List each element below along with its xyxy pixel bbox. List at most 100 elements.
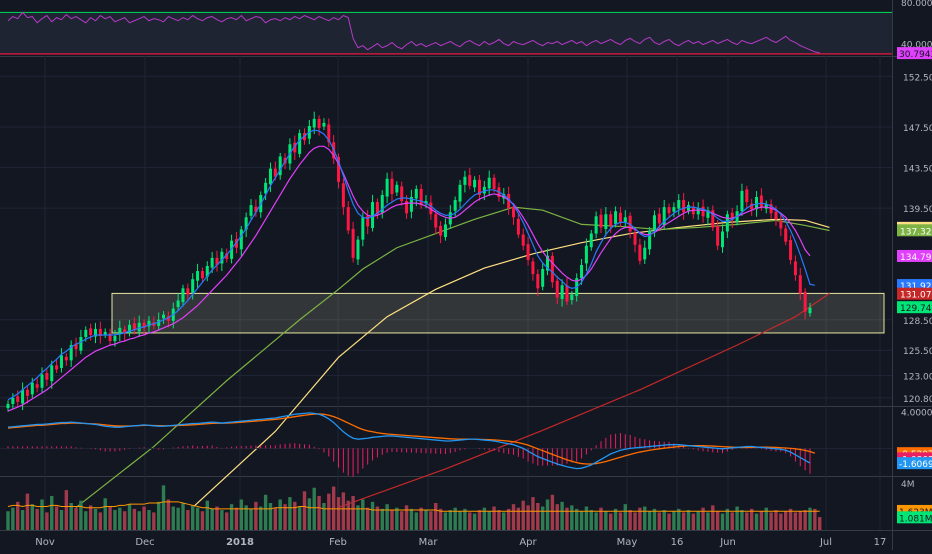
volume-bar: [609, 513, 613, 530]
candle-up: [356, 239, 360, 260]
volume-bar: [11, 507, 15, 530]
volume-bar: [511, 504, 516, 530]
candle-down: [507, 193, 511, 209]
candle-down: [366, 215, 370, 227]
candle-up: [648, 230, 652, 250]
candle-up: [103, 331, 107, 335]
volume-bar: [594, 512, 598, 530]
candle-down: [803, 291, 807, 312]
volume-bar: [618, 512, 623, 530]
candle-down: [45, 373, 49, 380]
time-axis-label: Dec: [135, 537, 154, 548]
candle-down: [419, 188, 423, 206]
candle-down: [789, 240, 793, 260]
candle-down: [166, 316, 170, 321]
volume-bar: [477, 510, 482, 530]
candle-down: [25, 389, 29, 396]
candle-down: [628, 215, 632, 232]
candle-up: [312, 118, 316, 128]
candle-up: [157, 319, 161, 326]
volume-bar: [103, 498, 107, 530]
candle-up: [721, 231, 725, 248]
ma-200-line: [338, 292, 830, 509]
candle-down: [511, 206, 516, 218]
candle-down: [346, 207, 350, 231]
candle-up: [458, 184, 462, 202]
candle-up: [580, 264, 584, 279]
volume-bar: [589, 510, 593, 530]
volume-bar: [521, 500, 525, 530]
volume-bar: [137, 511, 141, 530]
candle-up: [643, 247, 647, 260]
volume-bar: [711, 505, 715, 530]
candle-down: [633, 233, 637, 245]
candle-down: [35, 384, 39, 388]
volume-bar: [74, 507, 78, 530]
candle-down: [618, 212, 622, 223]
volume-bar: [288, 497, 292, 530]
volume-bar: [706, 512, 710, 530]
volume-bar: [633, 512, 637, 530]
volume-bar: [720, 513, 725, 530]
volume-bar: [652, 508, 657, 530]
volume-bar: [788, 508, 793, 530]
candle-up: [322, 122, 326, 127]
candle-up: [677, 200, 681, 209]
candle-up: [69, 345, 73, 361]
volume-bar: [409, 508, 414, 530]
macd-panel: 4.0000-0.5207-1.0863-1.6069: [0, 409, 932, 477]
volume-bar: [176, 507, 180, 530]
volume-axis-label: 4M: [901, 480, 915, 490]
volume-bar: [156, 501, 161, 530]
candle-down: [337, 156, 341, 182]
volume-bar: [268, 503, 273, 530]
volume-bar: [536, 503, 540, 530]
volume-bar: [438, 508, 443, 530]
candle-down: [565, 285, 569, 302]
candle-up: [147, 320, 151, 327]
volume-bar: [229, 504, 234, 530]
candle-up: [205, 266, 209, 277]
volume-bar: [502, 512, 506, 530]
volume-bar: [35, 508, 39, 530]
candle-down: [555, 280, 559, 298]
volume-bar: [283, 504, 287, 530]
volume-bar: [181, 503, 185, 530]
volume-bar: [545, 499, 550, 530]
volume-bar: [64, 490, 69, 530]
volume-bar: [424, 510, 428, 530]
price-value-badge: [897, 287, 932, 300]
volume-bar: [429, 511, 433, 530]
volume-bar: [414, 512, 418, 530]
candle-up: [395, 184, 399, 193]
volume-bar: [312, 487, 316, 530]
candle-down: [492, 177, 496, 189]
volume-bar: [380, 508, 384, 530]
time-axis-label: 16: [671, 537, 684, 548]
price-axis-label: 143.50: [903, 165, 932, 175]
volume-bar: [132, 508, 137, 530]
candle-up: [371, 202, 375, 228]
volume-bar: [749, 508, 754, 530]
volume-bar: [759, 511, 764, 530]
candle-up: [463, 176, 467, 185]
candle-up: [764, 204, 768, 209]
candle-up: [487, 177, 491, 189]
macd-axis-label: 4.0000: [901, 409, 932, 419]
candle-down: [375, 202, 379, 215]
support-zone: [111, 292, 885, 334]
candle-down: [745, 189, 749, 203]
rsi-line: [7, 11, 820, 54]
volume-bar: [463, 508, 467, 530]
volume-bar: [356, 505, 360, 530]
volume-bar: [20, 510, 25, 530]
volume-bar: [225, 512, 229, 530]
candle-up: [239, 229, 243, 250]
candle-up: [380, 194, 384, 213]
volume-bar: [88, 505, 93, 530]
candle-down: [779, 220, 783, 229]
volume-bar: [293, 501, 297, 530]
time-axis-label: Feb: [329, 537, 347, 548]
